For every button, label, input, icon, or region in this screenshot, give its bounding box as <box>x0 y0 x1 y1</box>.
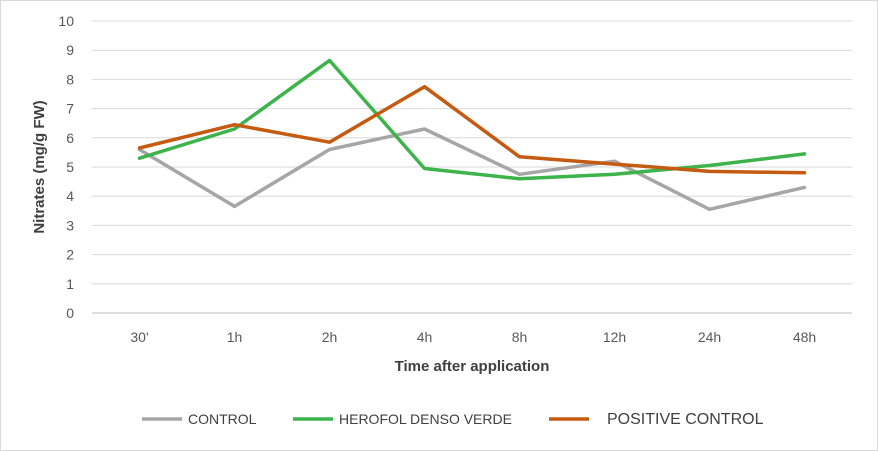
x-tick-label: 4h <box>417 329 433 345</box>
x-tick-label: 48h <box>793 329 816 345</box>
x-axis-title: Time after application <box>395 358 550 375</box>
x-tick-label: 30' <box>130 329 148 345</box>
y-tick-label: 5 <box>66 159 74 175</box>
y-tick-label: 0 <box>66 305 74 321</box>
legend-label: CONTROL <box>188 411 257 427</box>
gridlines <box>92 20 852 314</box>
x-tick-labels: 30' 1h 2h 4h 8h 12h 24h 48h <box>130 329 816 345</box>
y-tick-label: 10 <box>58 13 74 29</box>
series-line-positive-control <box>137 84 807 175</box>
x-tick-label: 2h <box>322 329 338 345</box>
y-tick-label: 8 <box>66 71 74 87</box>
legend-label: POSITIVE CONTROL <box>607 411 764 428</box>
y-tick-label: 6 <box>66 130 74 146</box>
x-tick-label: 8h <box>512 329 528 345</box>
legend: CONTROL HEROFOL DENSO VERDE POSITIVE CONTR… <box>142 411 764 428</box>
y-tick-label: 4 <box>66 188 74 204</box>
x-tick-label: 12h <box>603 329 626 345</box>
y-tick-label: 1 <box>66 276 74 292</box>
series-line-herofol-denso-verde <box>137 58 807 181</box>
x-tick-label: 24h <box>698 329 721 345</box>
y-tick-labels: 0 1 2 3 4 5 6 7 8 9 10 <box>58 13 74 321</box>
y-tick-label: 7 <box>66 101 74 117</box>
y-tick-label: 9 <box>66 42 74 58</box>
y-tick-label: 3 <box>66 217 74 233</box>
y-tick-label: 2 <box>66 247 74 263</box>
x-tick-label: 1h <box>227 329 243 345</box>
y-axis-title: Nitrates (mg/g FW) <box>31 100 48 233</box>
series-lines <box>137 58 807 212</box>
series-line-control <box>137 127 807 212</box>
legend-label: HEROFOL DENSO VERDE <box>339 411 512 427</box>
